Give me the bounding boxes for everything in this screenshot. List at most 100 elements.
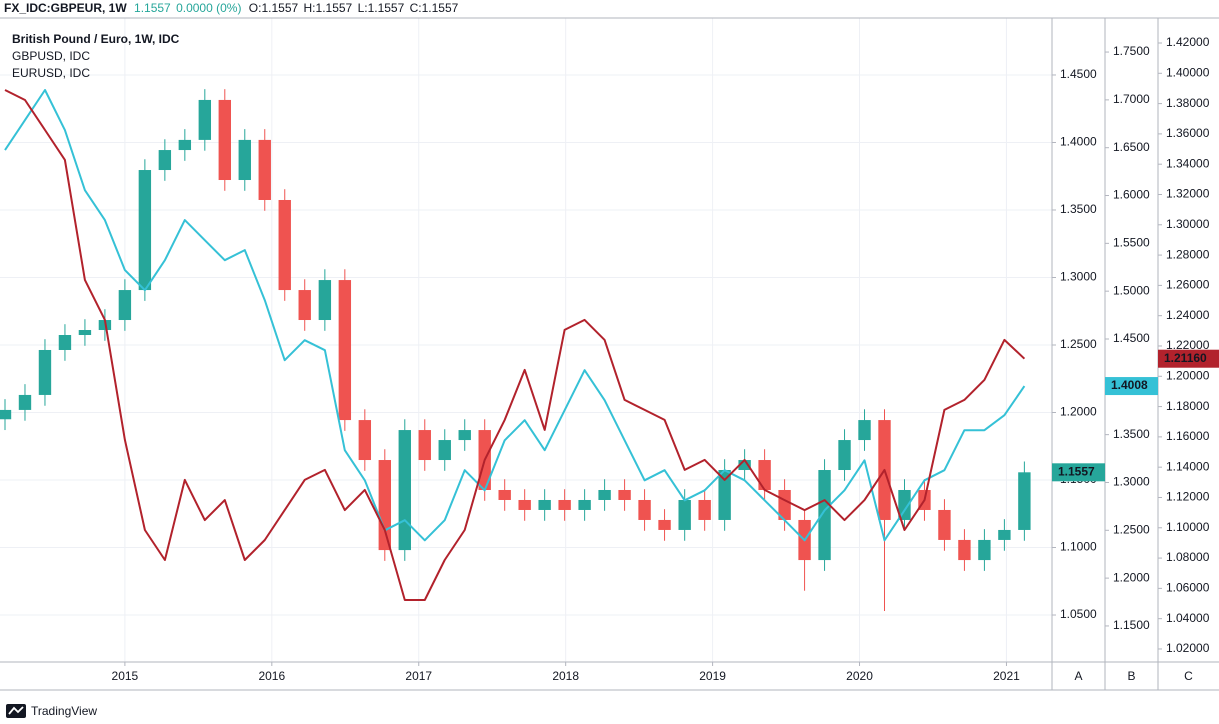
brand-logo[interactable]: TradingView xyxy=(6,704,97,718)
last-value-label: 1.21160 xyxy=(1164,351,1207,365)
y2-tick-label: 1.2000 xyxy=(1113,570,1150,584)
y3-tick-label: 1.40000 xyxy=(1166,65,1210,79)
x-tick-label: 2019 xyxy=(699,669,726,683)
y3-tick-label: 1.30000 xyxy=(1166,217,1210,231)
candle-body xyxy=(158,150,172,171)
candle-body xyxy=(218,99,231,181)
y3-tick-label: 1.16000 xyxy=(1166,429,1210,443)
candle-body xyxy=(138,170,152,291)
brand-name: TradingView xyxy=(31,704,97,718)
candle-body xyxy=(1018,472,1031,530)
candle-body xyxy=(818,470,831,561)
candle-body xyxy=(758,460,771,490)
axis-name: A xyxy=(1074,669,1082,683)
axis-name: B xyxy=(1127,669,1135,683)
header-symbol: FX_IDC:GBPEUR, 1W xyxy=(4,1,127,15)
y3-tick-label: 1.22000 xyxy=(1166,338,1210,352)
y2-tick-label: 1.6500 xyxy=(1113,140,1150,154)
y2-tick-label: 1.7500 xyxy=(1113,44,1150,58)
y-tick-label: 1.3000 xyxy=(1060,270,1097,284)
legend-entry: EURUSD, IDC xyxy=(12,66,90,80)
x-tick-label: 2020 xyxy=(846,669,873,683)
legend-entry: GBPUSD, IDC xyxy=(12,49,90,63)
y3-tick-label: 1.14000 xyxy=(1166,459,1210,473)
y2-tick-label: 1.4500 xyxy=(1113,331,1150,345)
candle-body xyxy=(678,499,691,530)
candle-body xyxy=(538,499,551,510)
candle-body xyxy=(358,420,372,461)
last-value-tag xyxy=(1105,377,1158,396)
y2-tick-label: 1.2500 xyxy=(1113,522,1150,536)
candle-body xyxy=(658,519,671,530)
legend: British Pound / Euro, 1W, IDC GBPUSD, IDC… xyxy=(12,32,180,80)
y3-tick-label: 1.38000 xyxy=(1166,96,1210,110)
candle-body xyxy=(718,470,731,520)
y3-tick-label: 1.08000 xyxy=(1166,550,1210,564)
candle-body xyxy=(238,139,251,181)
candle-body xyxy=(998,529,1011,540)
legend-entry: British Pound / Euro, 1W, IDC xyxy=(12,32,180,46)
candle-body xyxy=(518,499,531,510)
y3-tick-label: 1.34000 xyxy=(1166,156,1210,170)
header-close: C:1.1557 xyxy=(410,1,459,15)
candle-body xyxy=(978,539,991,561)
candle-body xyxy=(738,460,751,471)
y3-tick-label: 1.18000 xyxy=(1166,399,1210,413)
header-high: H:1.1557 xyxy=(304,1,353,15)
y2-tick-label: 1.3000 xyxy=(1113,475,1150,489)
y3-tick-label: 1.06000 xyxy=(1166,581,1210,595)
candle-body xyxy=(938,509,951,540)
header-open: O:1.1557 xyxy=(249,1,299,15)
axes: 1.0500 1.1000 1.1500 1.2000 1.2500 1.3000 1.35… xyxy=(112,35,1219,683)
candle-body xyxy=(378,460,391,551)
header-low: L:1.1557 xyxy=(358,1,405,15)
candle-body xyxy=(838,440,851,471)
last-value-label: 1.1557 xyxy=(1058,464,1095,478)
candle-body xyxy=(18,394,32,410)
candle-body xyxy=(78,330,92,336)
candle-body xyxy=(698,499,711,520)
x-tick-label: 2017 xyxy=(405,669,432,683)
candle-body xyxy=(398,430,411,551)
y3-tick-label: 1.10000 xyxy=(1166,520,1210,534)
candle-body xyxy=(438,440,451,461)
candle-body xyxy=(578,499,591,510)
candle-body xyxy=(118,290,132,321)
y3-tick-label: 1.12000 xyxy=(1166,490,1210,504)
line-series xyxy=(4,89,1026,542)
candle-body xyxy=(638,499,651,520)
y-tick-label: 1.0500 xyxy=(1060,607,1097,621)
y3-tick-label: 1.36000 xyxy=(1166,126,1210,140)
grid xyxy=(0,18,1052,662)
y3-tick-label: 1.28000 xyxy=(1166,247,1210,261)
candle-body xyxy=(898,489,911,520)
y2-tick-label: 1.6000 xyxy=(1113,188,1150,202)
last-value-label: 1.4008 xyxy=(1111,378,1148,392)
y-tick-label: 1.3500 xyxy=(1060,202,1097,216)
y-tick-label: 1.2000 xyxy=(1060,405,1097,419)
last-value-tag xyxy=(1158,349,1219,368)
candle-body xyxy=(418,430,431,461)
candle-body xyxy=(498,489,511,500)
y3-tick-label: 1.20000 xyxy=(1166,368,1210,382)
plot-area xyxy=(0,89,1031,611)
candle-body xyxy=(458,430,471,441)
y3-tick-label: 1.04000 xyxy=(1166,611,1210,625)
y2-tick-label: 1.5500 xyxy=(1113,236,1150,250)
x-tick-label: 2021 xyxy=(993,669,1020,683)
candle-body xyxy=(58,335,72,350)
y-tick-label: 1.4500 xyxy=(1060,67,1097,81)
candle-body xyxy=(338,280,352,421)
header-last: 1.1557 xyxy=(134,1,171,15)
candle-body xyxy=(318,280,332,321)
x-tick-label: 2016 xyxy=(258,669,285,683)
axis-name: C xyxy=(1184,669,1193,683)
y3-tick-label: 1.24000 xyxy=(1166,308,1210,322)
candle-body xyxy=(278,199,291,291)
y2-tick-label: 1.5000 xyxy=(1113,283,1150,297)
candle-body xyxy=(958,539,971,561)
candle-body xyxy=(858,420,871,441)
x-tick-label: 2018 xyxy=(552,669,579,683)
